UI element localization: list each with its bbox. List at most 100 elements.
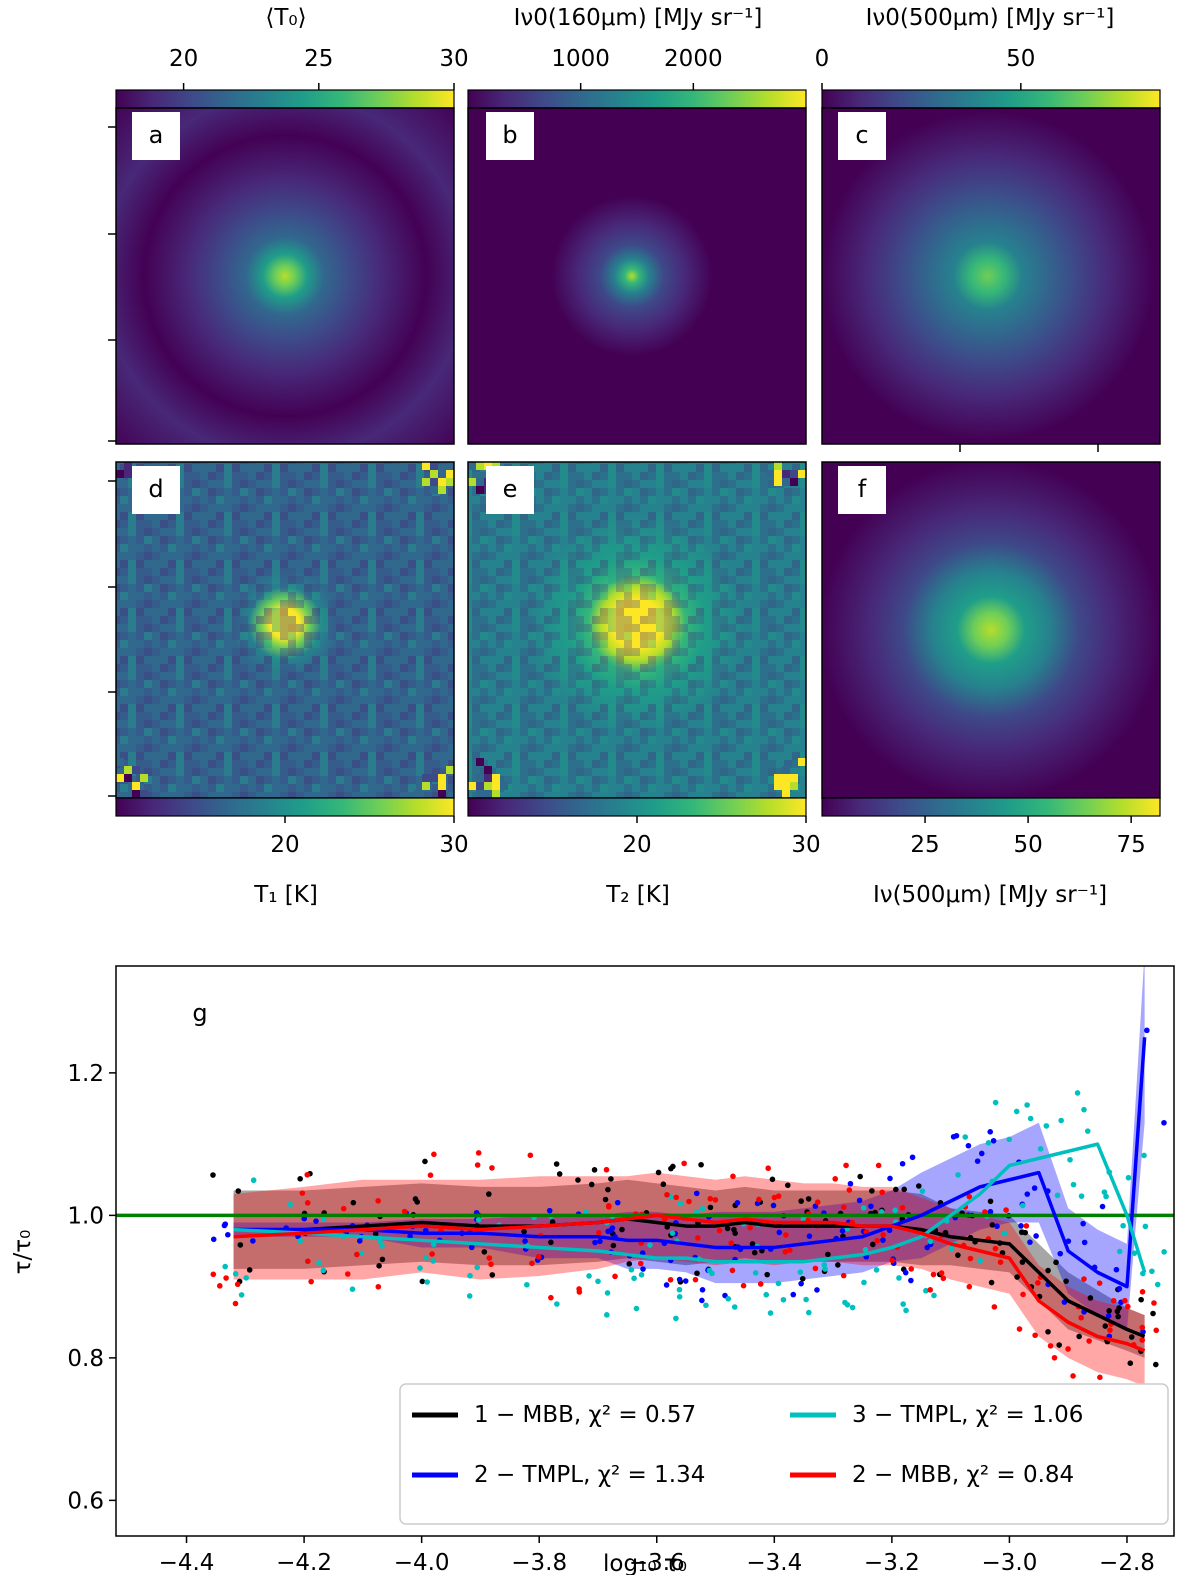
scatter-point-tmpl2 [1161, 1119, 1167, 1126]
scatter-point-tmpl3 [985, 1140, 992, 1146]
scatter-point-mbb2 [375, 1198, 381, 1204]
scatter-point-tmpl3 [1161, 1249, 1167, 1255]
scatter-point-tmpl3 [417, 1265, 423, 1271]
scatter-point-mbb1 [660, 1181, 667, 1188]
colorbar-f-gradient [821, 797, 1161, 817]
scatter-point-tmpl3 [892, 1207, 898, 1214]
scatter-point-mbb2 [1110, 1297, 1117, 1304]
scatter-point-tmpl3 [1006, 1136, 1013, 1143]
scatter-point-mbb1 [805, 1196, 812, 1202]
scatter-point-mbb2 [1065, 1346, 1071, 1352]
scatter-point-tmpl3 [775, 1280, 782, 1287]
scatter-point-tmpl2 [880, 1237, 886, 1243]
scatter-point-mbb1 [246, 1267, 253, 1273]
scatter-point-tmpl3 [474, 1264, 481, 1271]
scatter-point-tmpl3 [316, 1260, 322, 1266]
scatter-point-tmpl2 [806, 1233, 813, 1239]
scatter-point-tmpl3 [763, 1291, 770, 1298]
scatter-point-mbb1 [901, 1186, 908, 1193]
scatter-point-mbb2 [596, 1230, 602, 1236]
scatter-point-mbb1 [870, 1241, 876, 1248]
x-tick-label: −3.2 [864, 1550, 920, 1575]
panel-a: a [108, 107, 455, 445]
legend-label-tmpl2: 2 − TMPL, χ² = 1.34 [474, 1462, 705, 1488]
scatter-point-mbb1 [591, 1167, 598, 1173]
scatter-point-tmpl3 [1081, 1106, 1087, 1113]
scatter-point-mbb1 [955, 1252, 961, 1258]
scatter-point-tmpl3 [992, 1099, 999, 1106]
scatter-point-tmpl3 [430, 1241, 437, 1248]
scatter-point-mbb2 [1070, 1373, 1076, 1379]
scatter-point-mbb1 [489, 1272, 496, 1278]
scatter-point-mbb2 [210, 1271, 217, 1278]
scatter-point-tmpl3 [806, 1309, 812, 1316]
colorbar-tick-label: 20 [169, 46, 198, 72]
scatter-point-tmpl3 [466, 1293, 473, 1299]
scatter-point-mbb2 [673, 1194, 679, 1201]
scatter-point-mbb2 [1078, 1314, 1084, 1321]
scatter-point-mbb2 [1151, 1300, 1157, 1306]
scatter-point-mbb2 [966, 1193, 973, 1200]
colorbar-tick-label: 2000 [664, 46, 723, 72]
scatter-point-tmpl2 [1057, 1250, 1064, 1257]
scatter-point-mbb2 [612, 1273, 618, 1280]
scatter-point-mbb2 [1081, 1276, 1087, 1282]
scatter-point-mbb1 [235, 1188, 242, 1194]
scatter-point-tmpl2 [639, 1250, 646, 1256]
colorbar-e-gradient [467, 797, 807, 817]
scatter-point-tmpl2 [1144, 1027, 1150, 1034]
scatter-point-mbb2 [223, 1275, 229, 1281]
scatter-point-mbb2 [930, 1271, 937, 1278]
scatter-point-mbb1 [1014, 1274, 1020, 1280]
scatter-point-tmpl2 [987, 1208, 994, 1215]
scatter-point-mbb2 [686, 1198, 692, 1205]
scatter-point-mbb2 [305, 1258, 311, 1265]
scatter-point-mbb2 [340, 1205, 347, 1212]
scatter-point-tmpl3 [699, 1205, 706, 1212]
scatter-point-tmpl2 [814, 1287, 820, 1293]
scatter-point-mbb1 [1138, 1296, 1144, 1303]
scatter-point-mbb1 [610, 1242, 617, 1249]
scatter-point-mbb1 [602, 1196, 609, 1203]
scatter-point-tmpl3 [797, 1269, 804, 1275]
scatter-point-mbb2 [1047, 1343, 1054, 1349]
scatter-point-mbb1 [1022, 1229, 1029, 1236]
scatter-point-mbb2 [843, 1162, 849, 1169]
scatter-point-tmpl2 [1140, 931, 1146, 937]
scatter-point-mbb2 [681, 1160, 687, 1167]
scatter-point-mbb1 [605, 1186, 611, 1193]
scatter-point-tmpl3 [1125, 1174, 1132, 1181]
panel-d: d [108, 461, 455, 799]
scatter-point-mbb1 [799, 1275, 806, 1282]
scatter-point-mbb2 [474, 1162, 481, 1168]
scatter-point-mbb2 [427, 1172, 434, 1178]
scatter-point-mbb1 [1087, 1295, 1094, 1301]
scatter-point-mbb2 [812, 1265, 819, 1272]
scatter-point-mbb2 [1139, 1337, 1146, 1343]
scatter-point-tmpl2 [468, 1244, 475, 1251]
scatter-point-tmpl2 [356, 1238, 363, 1244]
scatter-point-tmpl3 [800, 1216, 807, 1223]
scatter-point-mbb2 [489, 1165, 495, 1171]
scatter-point-tmpl3 [878, 1209, 885, 1215]
scatter-point-mbb1 [1128, 1334, 1135, 1340]
scatter-point-mbb2 [695, 1235, 701, 1241]
scatter-point-mbb2 [1035, 1280, 1041, 1286]
scatter-point-tmpl2 [1080, 1220, 1086, 1227]
scatter-point-mbb1 [588, 1181, 595, 1188]
colorbar-c-label: Iν0(500μm) [MJy sr⁻¹] [866, 5, 1115, 31]
scatter-point-tmpl2 [965, 1142, 972, 1149]
scatter-point-tmpl3 [297, 1238, 304, 1244]
y-tick-label: 1.2 [67, 1061, 104, 1087]
scatter-point-tmpl2 [868, 1203, 874, 1210]
scatter-point-tmpl2 [924, 1244, 931, 1251]
scatter-point-mbb2 [840, 1272, 847, 1279]
scatter-point-mbb2 [991, 1304, 998, 1310]
scatter-point-mbb2 [429, 1251, 435, 1257]
scatter-point-tmpl3 [1154, 1281, 1161, 1288]
scatter-point-mbb2 [771, 1194, 778, 1201]
scatter-point-mbb1 [1153, 1361, 1159, 1368]
scatter-point-tmpl2 [676, 1276, 683, 1283]
scatter-point-tmpl2 [790, 1291, 797, 1298]
colorbar-tick-label: 50 [1006, 46, 1035, 72]
